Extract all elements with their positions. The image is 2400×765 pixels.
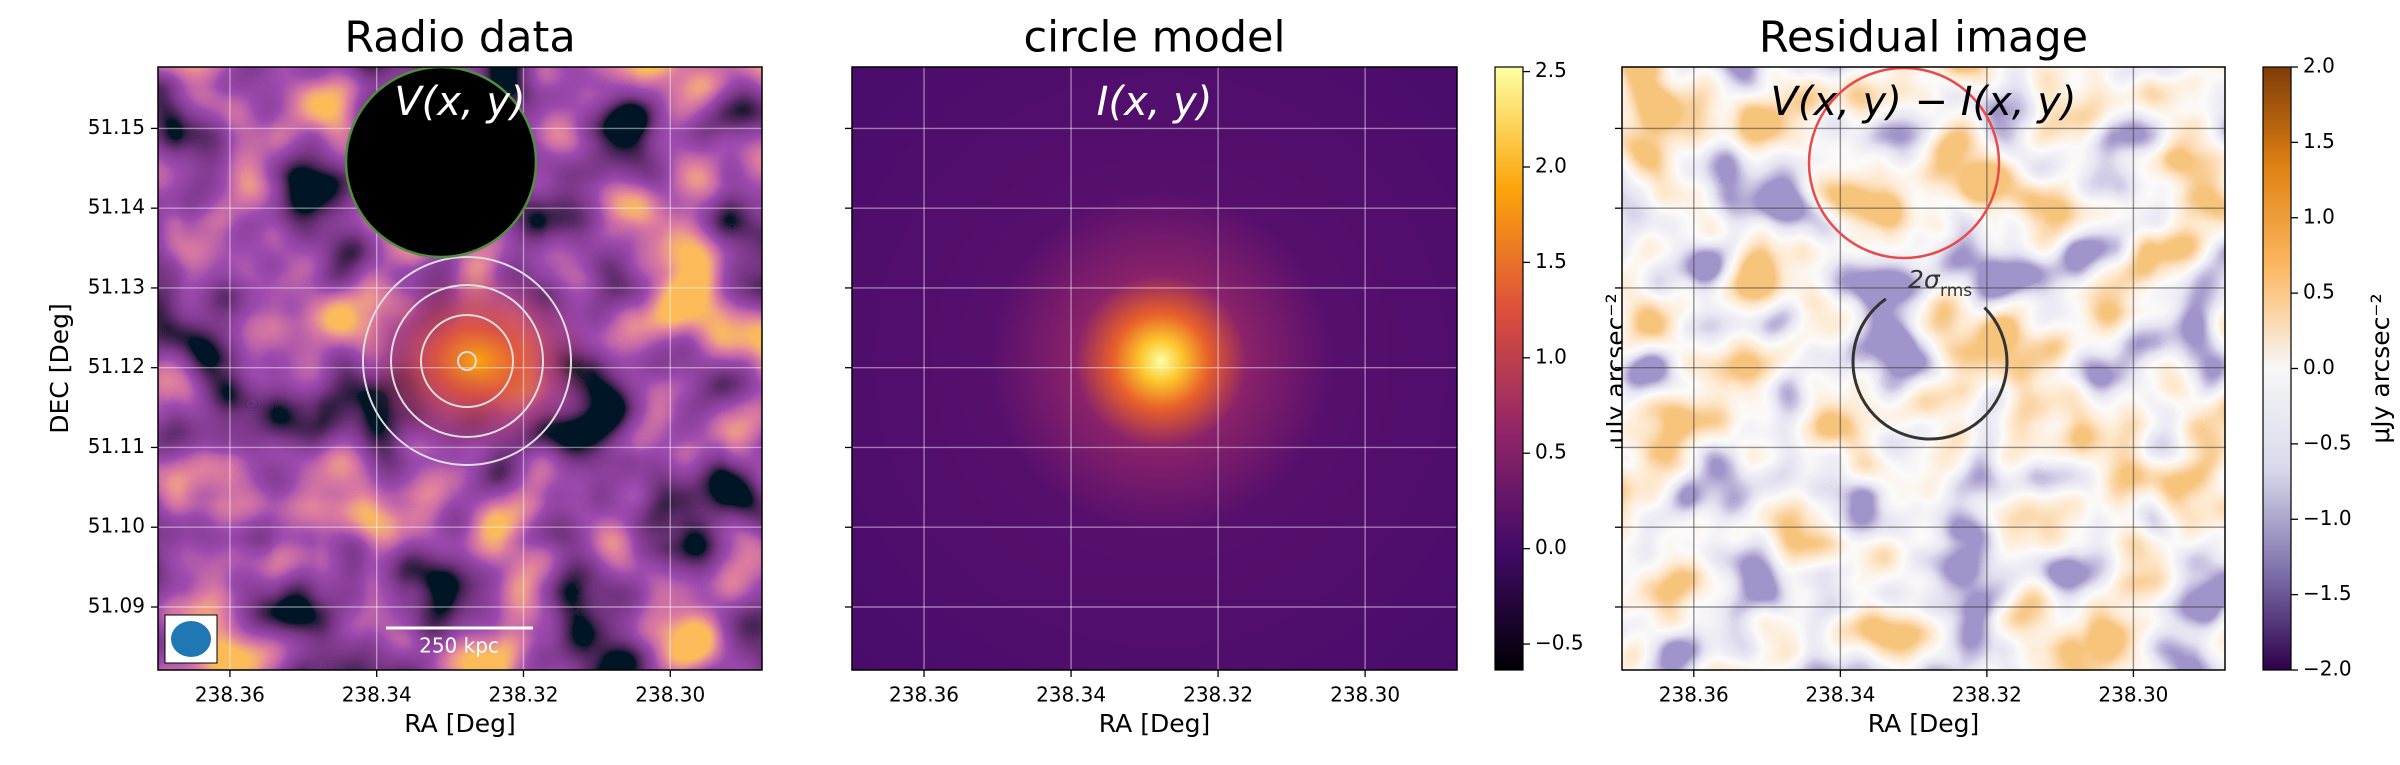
x-tick-label: 238.30 bbox=[635, 683, 705, 707]
sigma-label: 2σ bbox=[1908, 265, 1941, 294]
image bbox=[1622, 67, 2225, 670]
aperture bbox=[420, 314, 514, 408]
aperture bbox=[390, 284, 544, 438]
y-tick-label: 51.10 bbox=[88, 514, 145, 538]
x-tick-label: 238.30 bbox=[2098, 683, 2168, 707]
colorbar-tick-label: −2.0 bbox=[2303, 657, 2352, 681]
x-tick-label: 238.36 bbox=[1659, 683, 1729, 707]
x-tick-label: 238.30 bbox=[1330, 683, 1400, 707]
image-panel bbox=[1622, 67, 2225, 670]
x-tick-label: 238.34 bbox=[1036, 683, 1106, 707]
x-axis-label: RA [Deg] bbox=[1868, 709, 1979, 738]
mask-region bbox=[1807, 67, 2001, 260]
beam bbox=[171, 621, 211, 657]
mask-region bbox=[344, 67, 538, 259]
y-tick-label: 51.15 bbox=[88, 115, 145, 139]
y-tick-label: 51.11 bbox=[88, 434, 145, 458]
axes-frame bbox=[851, 66, 1458, 671]
colorbar-tick-label: 0.5 bbox=[1535, 440, 1567, 464]
image-panel bbox=[158, 67, 762, 670]
y-tick-label: 51.12 bbox=[88, 354, 145, 378]
colorbar-tick-label: 0.5 bbox=[2303, 280, 2335, 304]
colorbar-tick-label: 1.5 bbox=[2303, 129, 2335, 153]
annotation: V(x, y) bbox=[394, 79, 525, 125]
y-tick-label: 51.14 bbox=[88, 195, 145, 219]
colorbar-tick-label: −0.5 bbox=[1535, 631, 1584, 655]
annotation: I(x, y) bbox=[1097, 79, 1213, 125]
x-axis-label: RA [Deg] bbox=[404, 709, 515, 738]
image bbox=[852, 67, 1457, 670]
x-tick-label: 238.32 bbox=[488, 683, 558, 707]
colorbar-tick-label: 2.0 bbox=[1535, 153, 1567, 177]
colorbar-tick-label: 1.0 bbox=[1535, 344, 1567, 368]
x-axis-label: RA [Deg] bbox=[1099, 709, 1210, 738]
colorbar-tick-label: −1.0 bbox=[2303, 506, 2352, 530]
panel-title: Residual image bbox=[1759, 13, 2088, 63]
colorbar-tick-label: 1.5 bbox=[1535, 249, 1567, 273]
annotation: V(x, y) − I(x, y) bbox=[1770, 79, 2076, 125]
colorbar bbox=[2262, 66, 2292, 671]
colorbar-label: μJy arcsec⁻² bbox=[2366, 293, 2395, 443]
y-tick-label: 51.13 bbox=[88, 274, 145, 298]
axes-frame bbox=[157, 66, 763, 671]
colorbar-tick-label: 0.0 bbox=[2303, 355, 2335, 379]
scale-bar-label: 250 kpc bbox=[419, 634, 499, 658]
x-tick-label: 238.36 bbox=[889, 683, 959, 707]
x-tick-label: 238.32 bbox=[1952, 683, 2022, 707]
colorbar-tick-label: 1.0 bbox=[2303, 204, 2335, 228]
y-tick-label: 51.09 bbox=[88, 593, 145, 617]
aperture bbox=[362, 256, 572, 466]
axes-frame bbox=[1621, 66, 2226, 671]
panel-title: Radio data bbox=[344, 13, 575, 63]
colorbar-tick-label: −1.5 bbox=[2303, 581, 2352, 605]
image-panel bbox=[852, 67, 1457, 670]
y-axis-label: DEC [Deg] bbox=[45, 303, 74, 433]
colorbar bbox=[1494, 66, 1524, 671]
colorbar-tick-label: 2.0 bbox=[2303, 54, 2335, 78]
aperture bbox=[457, 351, 477, 371]
x-tick-label: 238.36 bbox=[195, 683, 265, 707]
sigma-circle bbox=[1851, 297, 2009, 441]
x-tick-label: 238.34 bbox=[342, 683, 412, 707]
colorbar-tick-label: 2.5 bbox=[1535, 58, 1567, 82]
panel-title: circle model bbox=[1024, 13, 1286, 63]
x-tick-label: 238.34 bbox=[1805, 683, 1875, 707]
colorbar-tick-label: 0.0 bbox=[1535, 535, 1567, 559]
x-tick-label: 238.32 bbox=[1183, 683, 1253, 707]
sigma-label-sub: rms bbox=[1940, 281, 1972, 301]
colorbar-tick-label: −0.5 bbox=[2303, 430, 2352, 454]
